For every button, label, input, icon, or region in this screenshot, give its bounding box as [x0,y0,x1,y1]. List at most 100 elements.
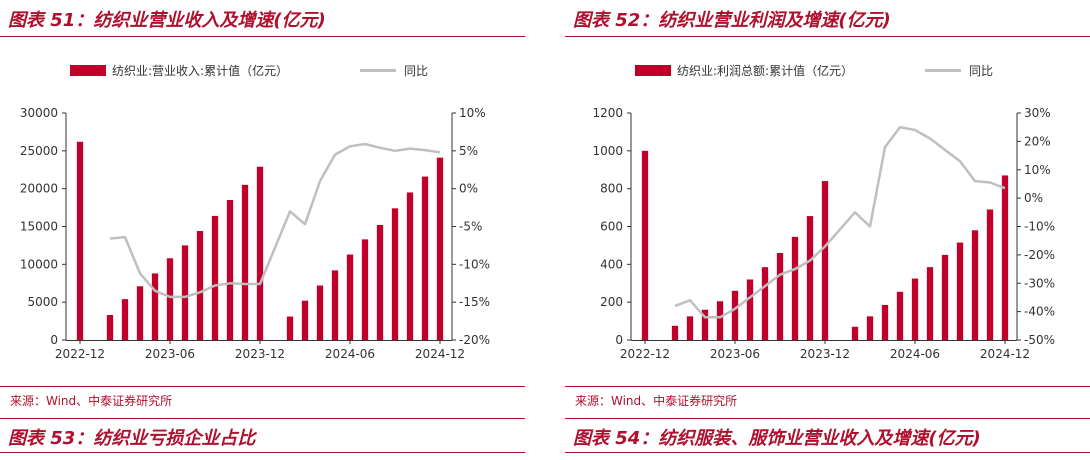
y-tick-label-right: 5% [459,144,478,158]
y-tick-label-left: 15000 [20,220,58,234]
bar [806,216,814,340]
bar [701,309,709,340]
chart-title: 图表 52：纺织业营业利润及增速(亿元) [573,10,891,31]
bar [301,300,309,340]
legend-label-line: 同比 [404,64,428,78]
series-line-yoy [674,125,1006,319]
title-rule [565,36,1090,37]
bar [121,299,129,340]
bar [926,267,934,340]
chart-canvas: 纺织业:利润总额:累计值（亿元） 同比 0 200 400 600 800 1000 1200 -… [592,63,1055,361]
legend-swatch-bar [635,65,671,76]
y-tick-label-right: -20% [459,333,490,347]
bar [716,301,724,340]
y-tick-label-left: 30000 [20,106,58,120]
bar [746,279,754,340]
y-tick-label-left: 5000 [27,295,58,309]
bar [911,278,919,340]
bar [151,273,159,340]
bar [641,150,649,340]
legend-label-bar: 纺织业:营业收入:累计值（亿元） [112,63,288,78]
y-tick-label-left: 600 [600,220,623,234]
y-tick-label-left: 25000 [20,144,58,158]
bar [941,254,949,340]
next-title-rule [0,418,525,419]
y-tick-label-right: 0% [459,182,478,196]
x-tick-label: 2024-12 [980,347,1030,361]
chart-panel-left: 图表 51：纺织业营业收入及增速(亿元) 纺织业:营业收入:累计值（亿元） 同比 0… [0,0,525,460]
y-tick-label-left: 0 [50,333,58,347]
x-tick-label: 2024-06 [325,347,375,361]
legend-label-bar: 纺织业:利润总额:累计值（亿元） [677,63,853,78]
bar [421,176,429,340]
x-tick-label: 2023-06 [145,347,195,361]
bar [391,208,399,340]
bar [761,267,769,340]
y-tick-label-right: -10% [459,257,490,271]
bottom-rule [0,452,525,453]
bar [331,270,339,340]
bar [346,254,354,340]
bottom-rule [565,452,1090,453]
bar [686,316,694,340]
bar [76,141,84,340]
y-tick-label-left: 200 [600,295,623,309]
y-tick-label-left: 400 [600,257,623,271]
bar [106,315,114,340]
y-tick-label-left: 10000 [20,257,58,271]
bar [881,305,889,340]
y-tick-label-right: -30% [1024,276,1055,290]
legend-label-line: 同比 [969,64,993,78]
x-tick-label: 2023-12 [235,347,285,361]
source-rule [0,386,525,387]
y-tick-label-right: 10% [459,106,486,120]
y-tick-label-right: 20% [1024,134,1051,148]
bar [241,184,249,340]
bar [376,224,384,340]
y-tick-label-right: -20% [1024,248,1055,262]
bar [181,245,189,340]
bar [196,231,204,340]
y-tick-label-right: 10% [1024,163,1051,177]
source-note: 来源：Wind、中泰证券研究所 [575,394,738,408]
y-tick-label-left: 0 [615,333,623,347]
next-chart-title: 图表 53：纺织业亏损企业占比 [8,428,256,449]
y-tick-label-right: 0% [1024,191,1043,205]
bar [851,326,859,340]
chart-title: 图表 51：纺织业营业收入及增速(亿元) [8,10,326,31]
y-tick-label-right: 30% [1024,106,1051,120]
bar [776,252,784,340]
y-tick-label-left: 1000 [592,144,623,158]
y-tick-label-right: -50% [1024,333,1055,347]
legend-swatch-bar [70,65,106,76]
bar [436,157,444,340]
x-tick-label: 2024-06 [890,347,940,361]
bar [821,181,829,340]
x-tick-label: 2022-12 [55,347,105,361]
y-tick-label-left: 800 [600,182,623,196]
bar [986,209,994,340]
bar [791,236,799,340]
source-note: 来源：Wind、中泰证券研究所 [10,394,173,408]
bar [256,166,264,340]
x-tick-label: 2022-12 [620,347,670,361]
bar [166,258,174,340]
bar [226,200,234,340]
bar [731,290,739,340]
next-title-rule [565,418,1090,419]
y-tick-label-right: -15% [459,295,490,309]
bar [896,291,904,340]
bar [316,285,324,340]
x-tick-label: 2023-12 [800,347,850,361]
y-tick-label-right: -5% [459,220,482,234]
chart-canvas: 纺织业:营业收入:累计值（亿元） 同比 0 5000 10000 15000 20000 25… [20,63,490,361]
next-chart-title: 图表 54：纺织服装、服饰业营业收入及增速(亿元) [573,428,981,449]
bar [971,230,979,340]
source-rule [565,386,1090,387]
y-tick-label-right: -10% [1024,220,1055,234]
y-tick-label-left: 1200 [592,106,623,120]
x-tick-label: 2023-06 [710,347,760,361]
y-tick-label-right: -40% [1024,305,1055,319]
bar [211,215,219,340]
bar [286,316,294,340]
